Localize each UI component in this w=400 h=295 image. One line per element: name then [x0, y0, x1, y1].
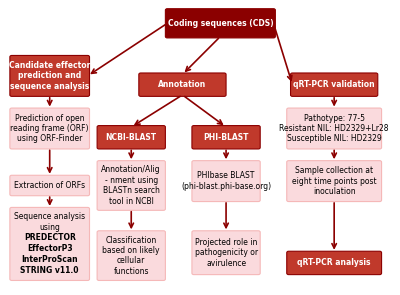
- Text: PHI-BLAST: PHI-BLAST: [203, 133, 249, 142]
- FancyBboxPatch shape: [97, 161, 165, 210]
- FancyBboxPatch shape: [192, 231, 260, 275]
- FancyBboxPatch shape: [97, 231, 165, 281]
- Text: qRT-PCR validation: qRT-PCR validation: [293, 80, 375, 89]
- FancyBboxPatch shape: [192, 126, 260, 149]
- Text: InterProScan: InterProScan: [21, 255, 78, 264]
- Text: Pathotype: 77-5
Resistant NIL: HD2329+Lr28
Susceptible NIL: HD2329: Pathotype: 77-5 Resistant NIL: HD2329+Lr…: [280, 114, 389, 143]
- Text: Classification
based on likely
cellular
functions: Classification based on likely cellular …: [102, 235, 160, 276]
- FancyBboxPatch shape: [290, 73, 378, 96]
- Text: Coding sequences (CDS): Coding sequences (CDS): [168, 19, 273, 28]
- Text: Annotation/Alig
- nment using
BLASTn search
tool in NCBI: Annotation/Alig - nment using BLASTn sea…: [102, 165, 161, 206]
- FancyBboxPatch shape: [10, 55, 90, 96]
- Text: Sample collection at
eight time points post
inoculation: Sample collection at eight time points p…: [292, 166, 376, 196]
- Text: Prediction of open
reading frame (ORF)
using ORF-Finder: Prediction of open reading frame (ORF) u…: [10, 114, 89, 143]
- FancyBboxPatch shape: [10, 108, 90, 149]
- FancyBboxPatch shape: [10, 175, 90, 196]
- Text: Projected role in
pathogenicity or
avirulence: Projected role in pathogenicity or aviru…: [194, 238, 258, 268]
- FancyBboxPatch shape: [287, 108, 382, 149]
- Text: PHIbase BLAST
(phi-blast.phi-base.org): PHIbase BLAST (phi-blast.phi-base.org): [181, 171, 271, 191]
- Text: Annotation: Annotation: [158, 80, 206, 89]
- FancyBboxPatch shape: [165, 9, 275, 38]
- Text: Extraction of ORFs: Extraction of ORFs: [14, 181, 85, 190]
- FancyBboxPatch shape: [192, 161, 260, 201]
- Text: qRT-PCR analysis: qRT-PCR analysis: [298, 258, 371, 268]
- Text: STRING v11.0: STRING v11.0: [20, 266, 79, 275]
- Text: PREDECTOR: PREDECTOR: [24, 234, 76, 242]
- FancyBboxPatch shape: [287, 251, 382, 275]
- Text: Candidate effector
prediction and
sequence analysis: Candidate effector prediction and sequen…: [9, 61, 90, 91]
- Text: EffectorP3: EffectorP3: [27, 244, 72, 253]
- FancyBboxPatch shape: [287, 161, 382, 201]
- FancyBboxPatch shape: [10, 207, 90, 281]
- FancyBboxPatch shape: [97, 126, 165, 149]
- Text: using: using: [39, 223, 60, 232]
- Text: Sequence analysis: Sequence analysis: [14, 212, 85, 221]
- FancyBboxPatch shape: [139, 73, 226, 96]
- Text: NCBI-BLAST: NCBI-BLAST: [106, 133, 157, 142]
